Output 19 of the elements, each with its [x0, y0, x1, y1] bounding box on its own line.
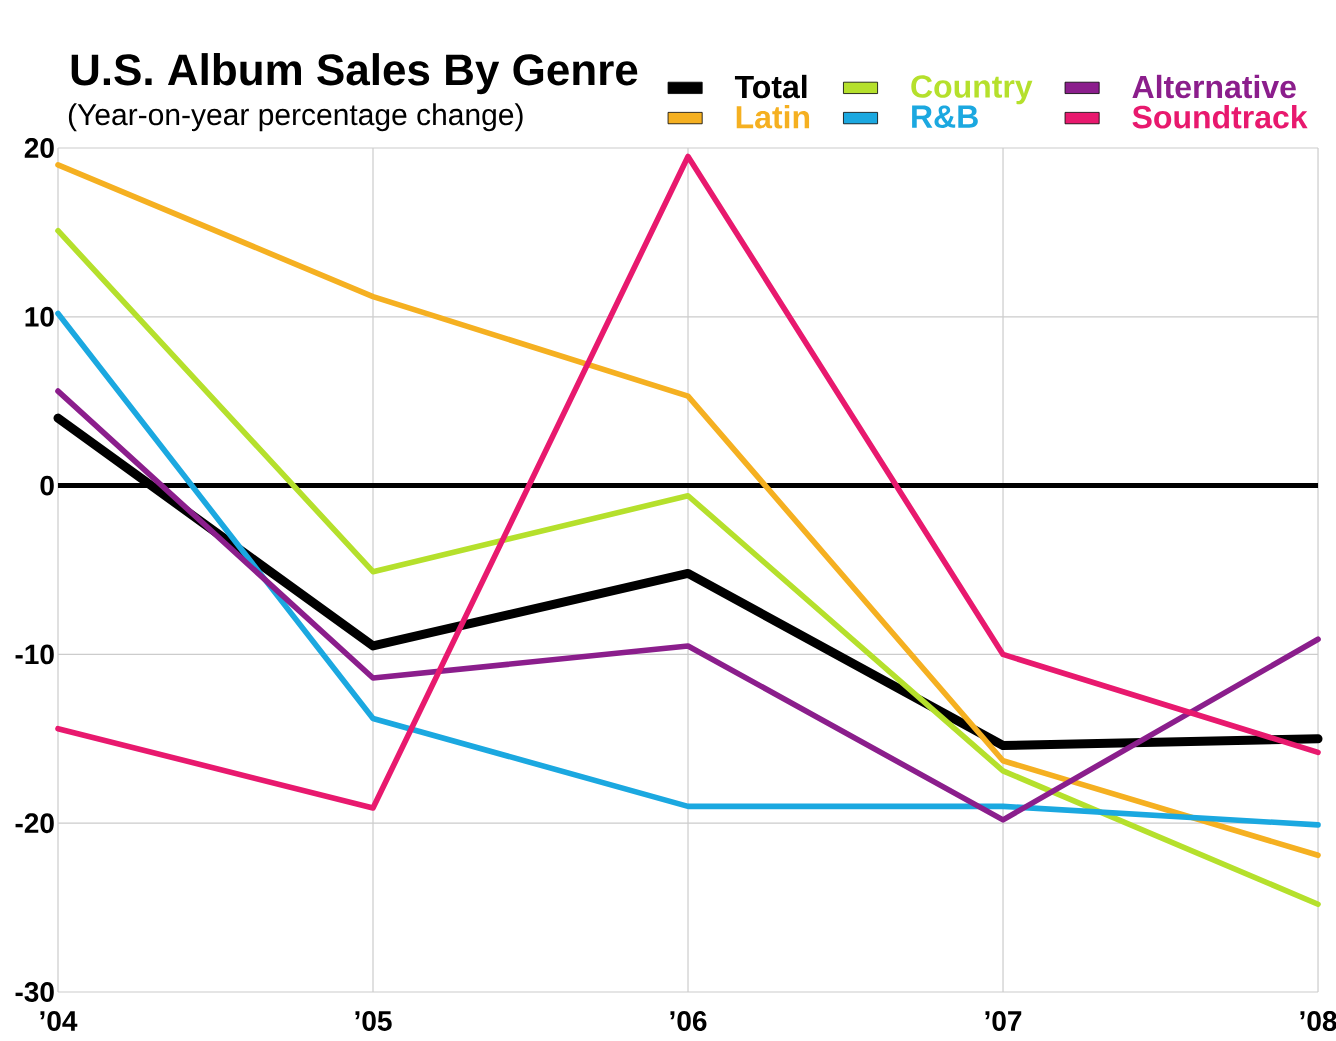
x-tick-label: ’08: [1300, 1011, 1336, 1031]
legend-label: Country: [911, 75, 1033, 105]
x-tick-label: ’05: [355, 1011, 392, 1031]
chart-subtitle: (Year-on-year percentage change): [68, 103, 523, 132]
chart-title: U.S. Album Sales By Genre: [71, 53, 638, 95]
legend-label: Alternative: [1132, 74, 1296, 99]
legend-label: Latin: [736, 104, 810, 129]
x-tick-label: ’06: [670, 1011, 707, 1031]
legend-label: Soundtrack: [1132, 104, 1308, 129]
x-tick-label: ’07: [985, 1011, 1022, 1031]
y-tick-label: -10: [15, 644, 54, 665]
y-tick-label: 10: [25, 306, 54, 327]
y-tick-label: 0: [40, 475, 54, 496]
x-tick-label: ’04: [40, 1011, 78, 1031]
y-tick-label: -20: [15, 813, 54, 834]
legend-label: R&B: [912, 105, 978, 128]
legend-label: Total: [734, 74, 807, 99]
y-tick-label: 20: [24, 138, 54, 158]
y-tick-label: -30: [15, 982, 54, 1002]
